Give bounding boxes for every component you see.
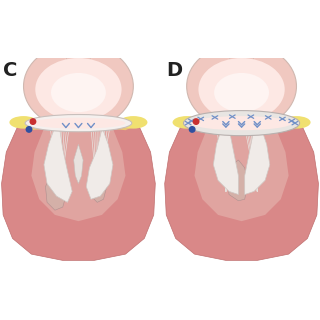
Polygon shape	[24, 116, 133, 130]
Circle shape	[29, 118, 36, 125]
Ellipse shape	[191, 116, 292, 130]
Polygon shape	[228, 160, 248, 201]
Ellipse shape	[172, 116, 201, 129]
Ellipse shape	[282, 116, 311, 129]
Polygon shape	[31, 122, 125, 221]
Circle shape	[189, 126, 196, 133]
Ellipse shape	[230, 49, 253, 68]
Polygon shape	[45, 172, 66, 210]
Circle shape	[26, 126, 32, 133]
Ellipse shape	[184, 111, 300, 136]
Polygon shape	[195, 122, 289, 221]
Polygon shape	[2, 115, 155, 260]
Polygon shape	[245, 125, 270, 195]
Polygon shape	[86, 127, 113, 199]
Ellipse shape	[9, 116, 38, 129]
Ellipse shape	[51, 73, 106, 112]
Ellipse shape	[67, 49, 90, 68]
Ellipse shape	[31, 118, 125, 129]
Polygon shape	[89, 168, 107, 202]
Text: D: D	[166, 61, 182, 80]
Ellipse shape	[187, 43, 296, 129]
Ellipse shape	[198, 58, 285, 121]
Circle shape	[193, 118, 200, 125]
Ellipse shape	[25, 115, 132, 132]
Ellipse shape	[214, 73, 269, 112]
Polygon shape	[74, 144, 83, 184]
Polygon shape	[165, 115, 318, 260]
Polygon shape	[44, 127, 72, 202]
Text: C: C	[3, 61, 18, 80]
Polygon shape	[213, 125, 238, 195]
Polygon shape	[187, 116, 296, 130]
Ellipse shape	[119, 116, 148, 129]
Ellipse shape	[24, 43, 133, 129]
Ellipse shape	[35, 58, 122, 121]
